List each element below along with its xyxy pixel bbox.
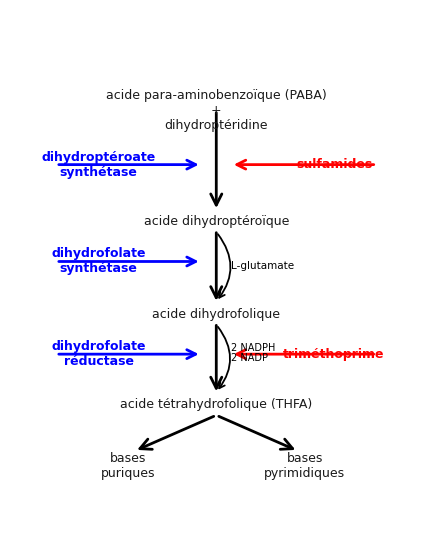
Text: acide para-aminobenzoïque (PABA)
+
dihydroptéridine: acide para-aminobenzoïque (PABA) + dihyd…	[106, 89, 327, 132]
Text: triméthoprime: triméthoprime	[283, 348, 385, 360]
Text: 2 NADP: 2 NADP	[231, 353, 268, 363]
Text: sulfamides: sulfamides	[296, 158, 372, 171]
Text: 2 NADPH: 2 NADPH	[231, 343, 276, 353]
Text: L-glutamate: L-glutamate	[231, 261, 294, 271]
Text: acide dihydroptéroïque: acide dihydroptéroïque	[143, 215, 289, 228]
Text: dihydrofolate
synthétase: dihydrofolate synthétase	[51, 247, 146, 276]
Text: bases
puriques: bases puriques	[101, 452, 155, 480]
Text: dihydrofolate
réductase: dihydrofolate réductase	[51, 340, 146, 368]
Text: dihydroptéroate
synthétase: dihydroptéroate synthétase	[41, 150, 156, 179]
Text: bases
pyrimidiques: bases pyrimidiques	[264, 452, 345, 480]
Text: acide tétrahydrofolique (THFA): acide tétrahydrofolique (THFA)	[120, 398, 312, 411]
Text: acide dihydrofolique: acide dihydrofolique	[152, 307, 280, 321]
